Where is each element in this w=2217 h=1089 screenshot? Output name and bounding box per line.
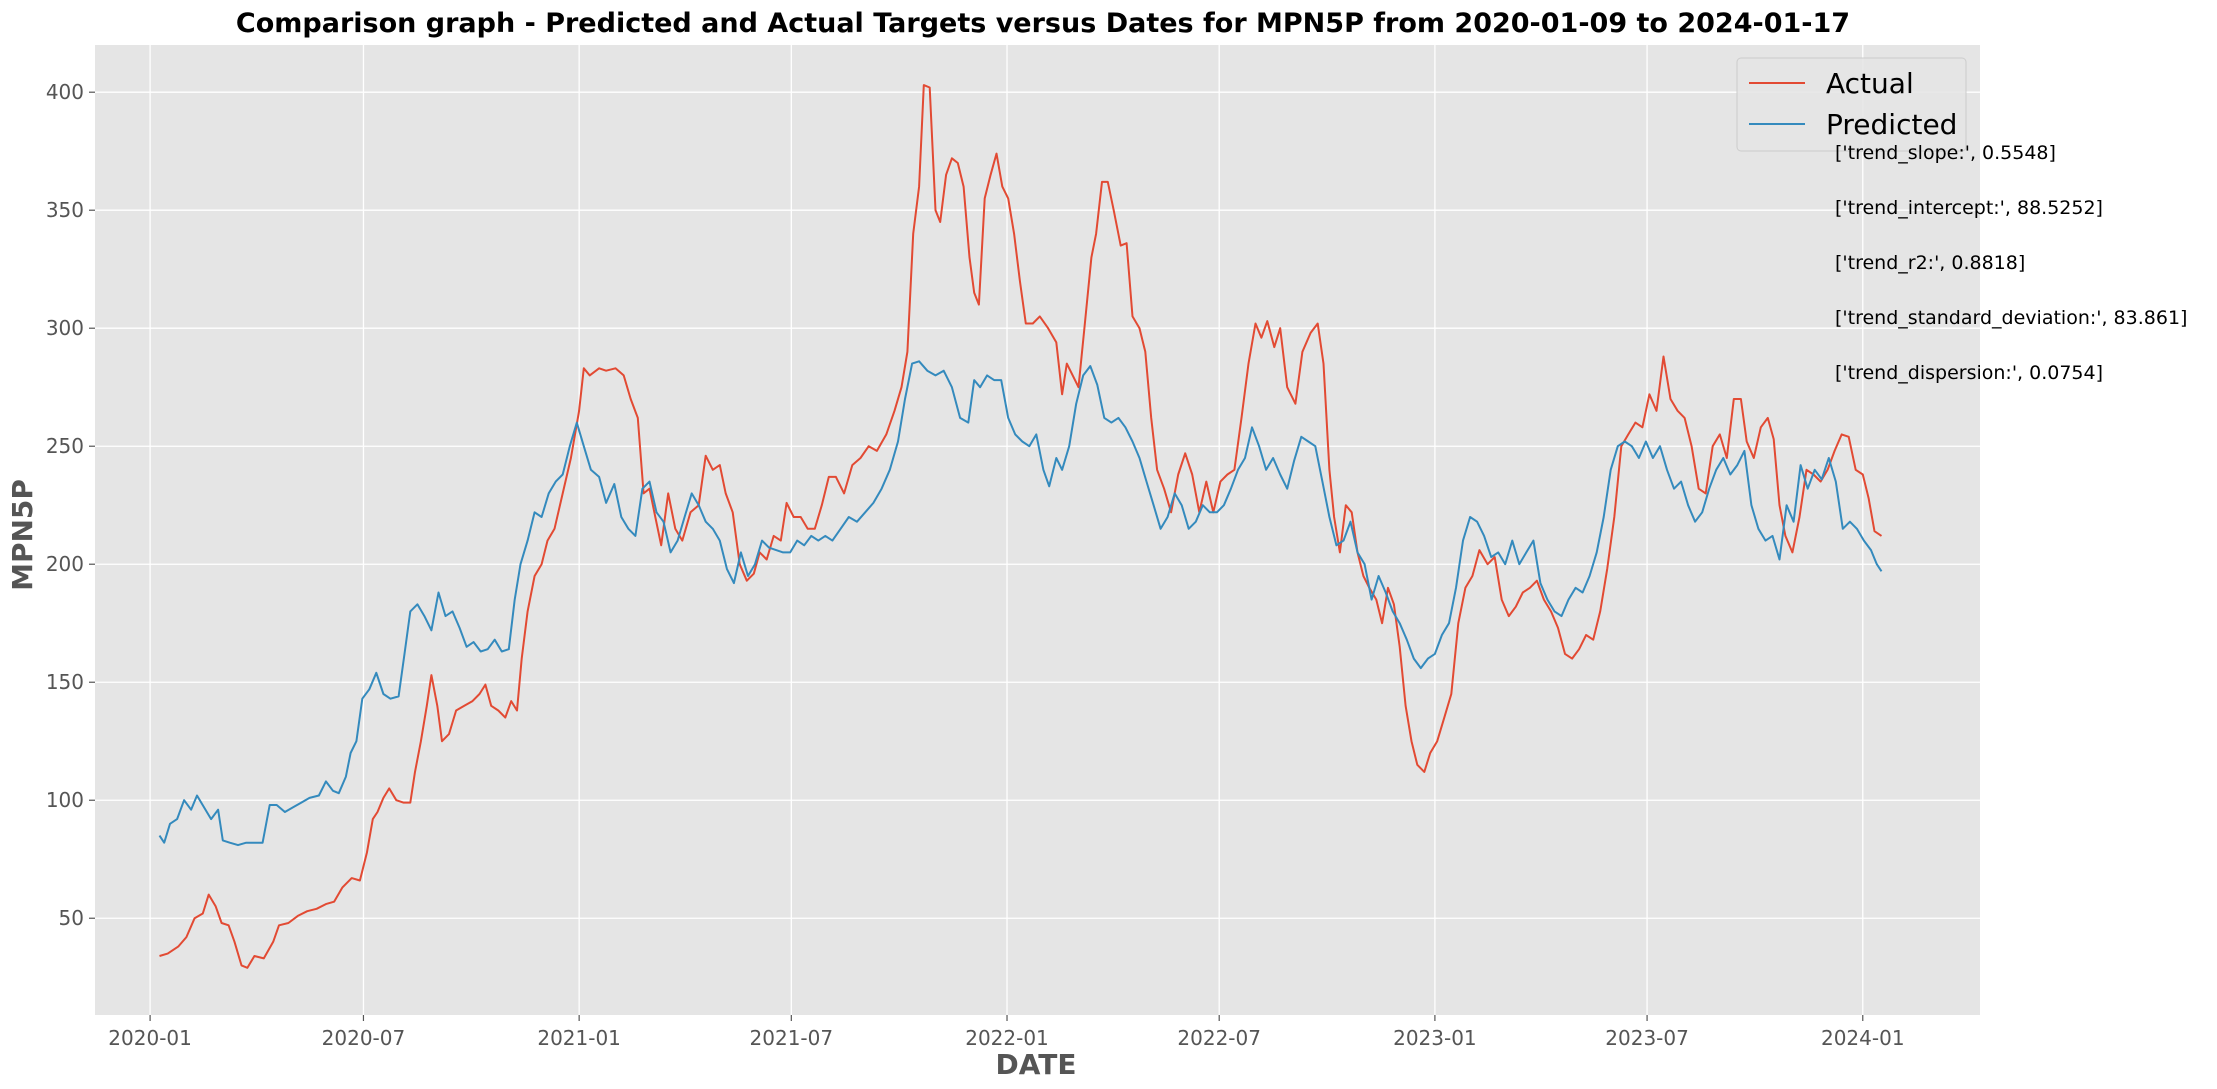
series-line-actual — [159, 84, 1883, 969]
x-tick-label: 2020-07 — [322, 1026, 406, 1050]
x-tick-label: 2023-01 — [1393, 1026, 1477, 1050]
y-tick-label: 250 — [46, 434, 84, 458]
y-tick-label: 100 — [46, 788, 84, 812]
legend: Actual Predicted — [1736, 57, 1967, 152]
y-axis-label: MPN5P — [6, 479, 39, 591]
y-tick-label: 300 — [46, 316, 84, 340]
trend-annotation: ['trend_r2:', 0.8818] — [1835, 252, 2025, 274]
y-tick-label: 50 — [59, 906, 84, 930]
trend-annotation: ['trend_slope:', 0.5548] — [1835, 142, 2056, 164]
x-tick-label: 2022-07 — [1177, 1026, 1261, 1050]
y-axis-ticks: 50 100 150 200 250 300 350 400 — [46, 80, 95, 930]
x-tick-label: 2021-07 — [750, 1026, 834, 1050]
x-tick-label: 2020-01 — [108, 1026, 192, 1050]
x-axis-ticks: 2020-01 2020-07 2021-01 2021-07 2022-01 2022-… — [108, 1015, 1905, 1050]
x-axis-label: DATE — [996, 1048, 1077, 1081]
x-tick-label: 2024-01 — [1821, 1026, 1905, 1050]
x-tick-label: 2023-07 — [1605, 1026, 1689, 1050]
y-tick-label: 400 — [46, 80, 84, 104]
trend-annotations: ['trend_slope:', 0.5548] ['trend_intercep… — [1835, 142, 2187, 384]
legend-label-predicted: Predicted — [1826, 108, 1957, 141]
legend-box — [1736, 57, 1967, 152]
y-tick-label: 350 — [46, 198, 84, 222]
x-tick-label: 2022-01 — [965, 1026, 1049, 1050]
trend-annotation: ['trend_intercept:', 88.5252] — [1835, 197, 2103, 219]
legend-label-actual: Actual — [1826, 67, 1914, 100]
trend-annotation: ['trend_standard_deviation:', 83.861] — [1835, 307, 2187, 329]
plot-area — [95, 45, 1980, 1015]
series-lines — [158, 84, 1883, 969]
chart-title: Comparison graph - Predicted and Actual … — [236, 8, 1850, 39]
series-line-predicted — [158, 360, 1883, 847]
trend-annotation: ['trend_dispersion:', 0.0754] — [1835, 362, 2103, 384]
y-tick-label: 150 — [46, 670, 84, 694]
gridlines — [95, 45, 1980, 1015]
y-tick-label: 200 — [46, 552, 84, 576]
x-tick-label: 2021-01 — [537, 1026, 621, 1050]
